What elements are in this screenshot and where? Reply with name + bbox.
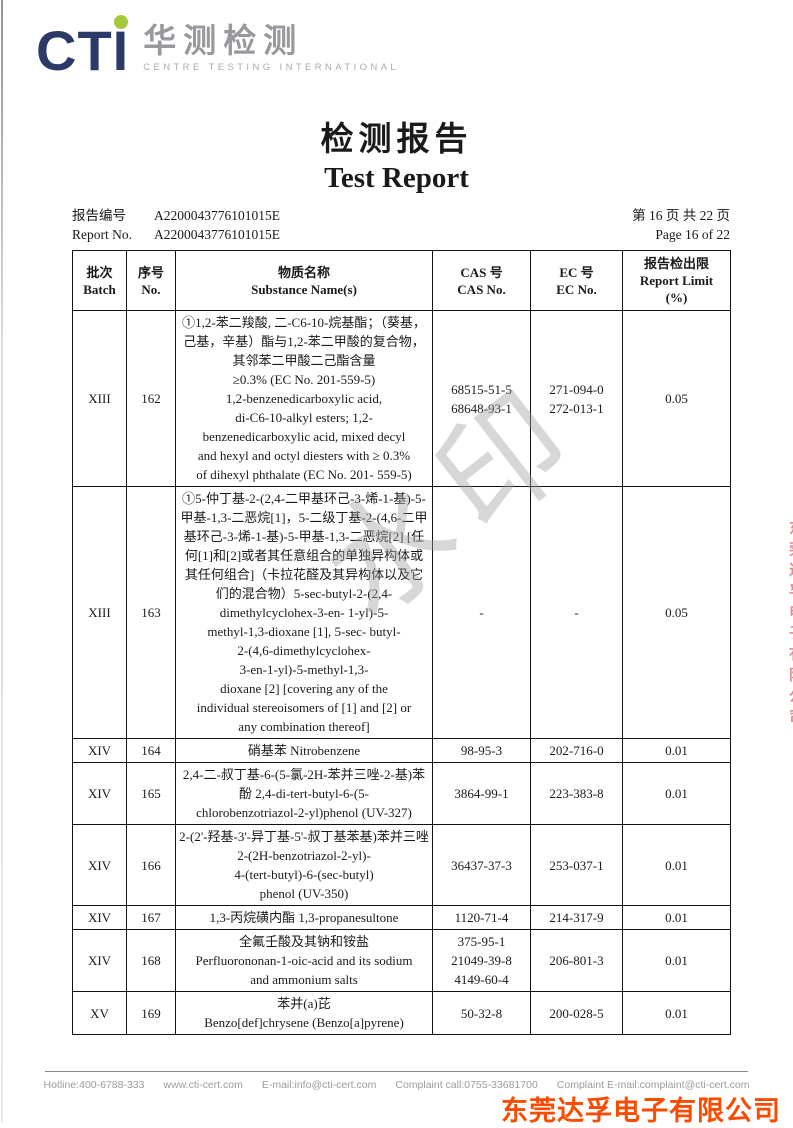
- cell-batch: XV: [72, 991, 127, 1035]
- company-stamp-text: 东莞达孚电子有限公司: [501, 1096, 781, 1126]
- table-row: XIV 168 全氟壬酸及其钠和铵盐 Perfluorononan-1-oic-ac…: [72, 929, 731, 992]
- footer-contact-bar: Hotline:400-6788-333 www.cti-cert.com E-ma…: [43, 1079, 750, 1091]
- cell-batch: XIV: [72, 762, 127, 825]
- table-row: XIV 165 2,4-二-叔丁基-6-(5-氯-2H-苯并三唑-2-基)苯酚 2,…: [72, 762, 731, 825]
- cell-cas: 68515-51-5 68648-93-1: [432, 310, 531, 487]
- report-table-body: XIII 162 ①1,2-苯二羧酸, 二-C6-10-烷基酯；（葵基，己基，辛基）…: [72, 310, 731, 1035]
- cti-logo-text: CTI: [36, 18, 130, 82]
- footer-contact-item: www.cti-cert.com: [163, 1079, 243, 1091]
- cell-limit: 0.05: [622, 486, 731, 739]
- cti-logo-wordmark: CTI: [36, 14, 129, 78]
- cell-cas: 36437-37-3: [432, 824, 531, 906]
- substance-table: 批次 Batch 序号 No. 物质名称 Substance Name(s) C…: [72, 250, 731, 1035]
- cell-limit: 0.01: [622, 824, 731, 906]
- report-title-en: Test Report: [324, 162, 469, 194]
- scan-edge-line: [1, 0, 3, 1122]
- cell-ec: 202-716-0: [530, 738, 623, 763]
- cell-substance: 2-(2'-羟基-3'-异丁基-5'-叔丁基苯基)苯并三唑 2-(2H-benz…: [175, 824, 433, 906]
- table-row: XIII 163 ①5-仲丁基-2-(2,4-二甲基环己-3-烯-1-基)-5-甲基…: [72, 486, 731, 739]
- cell-substance: 2,4-二-叔丁基-6-(5-氯-2H-苯并三唑-2-基)苯酚 2,4-di-t…: [175, 762, 433, 825]
- footer-divider: [45, 1071, 748, 1072]
- cti-logo-chinese-name: 华测检测: [143, 22, 304, 59]
- cell-cas: 3864-99-1: [432, 762, 531, 825]
- report-number-label-cn: 报告编号: [72, 208, 126, 223]
- cell-ec: -: [530, 486, 623, 739]
- header-batch: 批次 Batch: [72, 250, 127, 311]
- cell-limit: 0.01: [622, 929, 731, 992]
- cell-ec: 271-094-0 272-013-1: [530, 310, 623, 487]
- cell-ec: 206-801-3: [530, 929, 623, 992]
- cti-logo-green-dot-icon: [114, 14, 129, 29]
- cell-cas: 1120-71-4: [432, 905, 531, 930]
- cti-logo: CTI 华测检测 CENTRE TESTING INTERNATIONAL: [36, 14, 399, 78]
- table-row: XIV 166 2-(2'-羟基-3'-异丁基-5'-叔丁基苯基)苯并三唑 2-(2…: [72, 824, 731, 906]
- cell-cas: 50-32-8: [432, 991, 531, 1035]
- header-cas: CAS 号 CAS No.: [432, 250, 531, 311]
- cell-ec: 253-037-1: [530, 824, 623, 906]
- cell-ec: 223-383-8: [530, 762, 623, 825]
- cell-batch: XIV: [72, 905, 127, 930]
- cell-limit: 0.01: [622, 991, 731, 1035]
- report-number-label-en: Report No.: [72, 227, 132, 242]
- header-ec: EC 号 EC No.: [530, 250, 623, 311]
- table-header-row: 批次 Batch 序号 No. 物质名称 Substance Name(s) C…: [72, 250, 731, 311]
- cell-batch: XIII: [72, 310, 127, 487]
- cell-substance: 硝基苯 Nitrobenzene: [175, 738, 433, 763]
- cell-no: 166: [126, 824, 176, 906]
- header-report-limit: 报告检出限 Report Limit (%): [622, 250, 731, 311]
- cell-no: 164: [126, 738, 176, 763]
- cti-logo-tagline: CENTRE TESTING INTERNATIONAL: [143, 62, 400, 73]
- header-no: 序号 No.: [126, 250, 176, 311]
- cell-cas: 98-95-3: [432, 738, 531, 763]
- cell-no: 162: [126, 310, 176, 487]
- footer-contact-item: Complaint E-mail:complaint@cti-cert.com: [556, 1079, 750, 1091]
- cell-no: 167: [126, 905, 176, 930]
- cell-limit: 0.01: [622, 738, 731, 763]
- cell-batch: XIV: [72, 738, 127, 763]
- cti-logo-right: 华测检测 CENTRE TESTING INTERNATIONAL: [143, 24, 399, 75]
- cell-no: 168: [126, 929, 176, 992]
- table-row: XIV 164 硝基苯 Nitrobenzene 98-95-3 202-716-0 0.…: [72, 738, 731, 763]
- cell-substance: ①1,2-苯二羧酸, 二-C6-10-烷基酯；（葵基，己基，辛基）酯与1,2-苯…: [175, 310, 433, 487]
- cell-substance: 全氟壬酸及其钠和铵盐 Perfluorononan-1-oic-acid and…: [175, 929, 433, 992]
- report-number-value-en: A2200043776101015E: [154, 227, 280, 242]
- report-number-value-cn: A2200043776101015E: [154, 208, 280, 223]
- cell-limit: 0.01: [622, 762, 731, 825]
- cell-batch: XIV: [72, 929, 127, 992]
- cell-ec: 214-317-9: [530, 905, 623, 930]
- cell-ec: 200-028-5: [530, 991, 623, 1035]
- cell-no: 163: [126, 486, 176, 739]
- cell-limit: 0.05: [622, 310, 731, 487]
- footer-contact-item: Complaint call:0755-33681700: [395, 1079, 538, 1091]
- table-row: XIII 162 ①1,2-苯二羧酸, 二-C6-10-烷基酯；（葵基，己基，辛基）…: [72, 310, 731, 487]
- cell-substance: 1,3-丙烷磺内酯 1,3-propanesultone: [175, 905, 433, 930]
- cell-substance: 苯并(a)芘 Benzo[def]chrysene (Benzo[a]pyren…: [175, 991, 433, 1035]
- cell-substance: ①5-仲丁基-2-(2,4-二甲基环己-3-烯-1-基)-5-甲基-1,3-二恶…: [175, 486, 433, 739]
- cell-cas: -: [432, 486, 531, 739]
- page-number-en: Page 16 of 22: [655, 227, 730, 242]
- page-number-cn: 第 16 页 共 22 页: [632, 208, 730, 223]
- cell-no: 165: [126, 762, 176, 825]
- right-edge-red-watermark: 东莞达孚电子有限公司: [787, 520, 793, 730]
- report-number-block: 报告编号 A2200043776101015E Report No. A2200…: [72, 206, 280, 244]
- cell-batch: XIII: [72, 486, 127, 739]
- cell-no: 169: [126, 991, 176, 1035]
- footer-contact-item: E-mail:info@cti-cert.com: [261, 1079, 377, 1091]
- table-row: XIV 167 1,3-丙烷磺内酯 1,3-propanesultone 1120-7…: [72, 905, 731, 930]
- table-row: XV 169 苯并(a)芘 Benzo[def]chrysene (Benzo[a]…: [72, 991, 731, 1035]
- report-title-block: 检测报告 Test Report: [0, 112, 793, 195]
- cell-limit: 0.01: [622, 905, 731, 930]
- header-substance: 物质名称 Substance Name(s): [175, 250, 433, 311]
- cell-cas: 375-95-1 21049-39-8 4149-60-4: [432, 929, 531, 992]
- report-info-bar: 报告编号 A2200043776101015E Report No. A2200…: [72, 206, 730, 244]
- page-number-block: 第 16 页 共 22 页 Page 16 of 22: [632, 206, 730, 244]
- report-title-cn: 检测报告: [320, 122, 473, 158]
- cell-batch: XIV: [72, 824, 127, 906]
- footer-contact-item: Hotline:400-6788-333: [43, 1079, 145, 1091]
